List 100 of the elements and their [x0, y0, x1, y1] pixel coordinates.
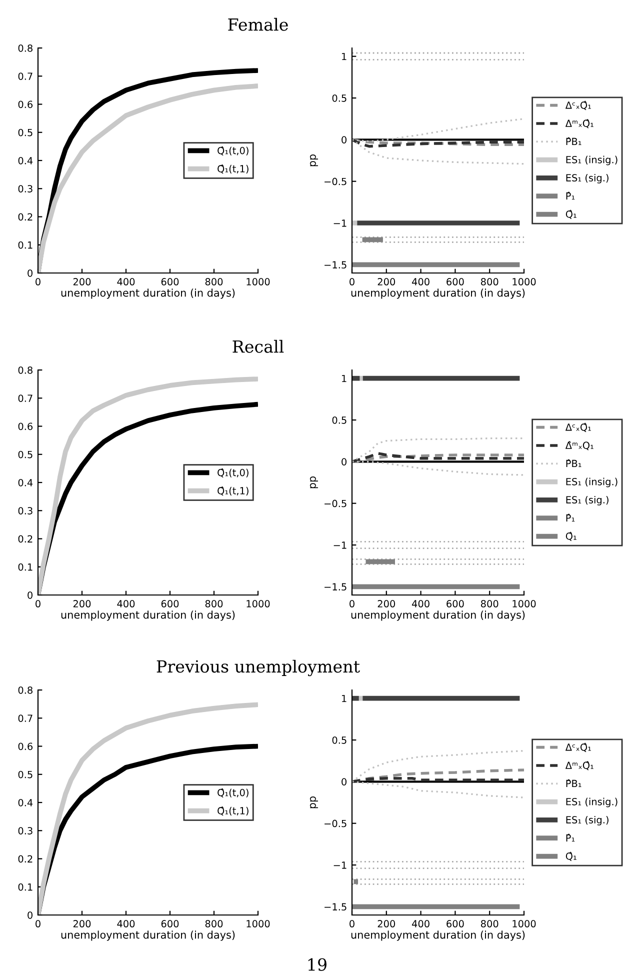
- chart-title: Female: [228, 18, 288, 31]
- legend-label: P̂₁: [566, 192, 575, 200]
- y-tick-label: −1.5: [324, 583, 346, 590]
- x-tick-label: 200: [73, 600, 91, 608]
- legend-label: Q̂₁(t,0): [218, 468, 248, 478]
- x-tick-label: 800: [205, 600, 223, 608]
- x-tick-label: 800: [480, 278, 498, 286]
- x-tick-label: 1000: [246, 600, 270, 608]
- x-tick-label: 1000: [246, 278, 270, 286]
- x-tick-label: 400: [117, 278, 135, 286]
- y-tick-label: 0.1: [18, 241, 32, 249]
- y-tick-label: 0.2: [18, 535, 32, 543]
- y-tick-label: 0.8: [18, 44, 32, 52]
- x-tick-label: 400: [117, 920, 135, 928]
- x-tick-label: 1000: [512, 278, 536, 286]
- x-tick-label: 1000: [512, 920, 536, 928]
- x-tick-label: 0: [36, 920, 40, 928]
- y-tick-label: 0.3: [18, 185, 32, 192]
- x-tick-label: 400: [412, 600, 430, 608]
- x-axis-title: unemployment duration (in days): [61, 288, 235, 299]
- y-tick-label: 0.6: [18, 422, 33, 430]
- x-tick-label: 800: [480, 920, 498, 928]
- y-tick-label: 1: [342, 694, 346, 702]
- x-tick-label: 600: [161, 920, 179, 928]
- y-tick-label: 0.5: [332, 416, 346, 424]
- y-tick-label: −1: [334, 862, 346, 869]
- y-tick-label: 0.5: [18, 450, 32, 458]
- legend-label: Q̂₁: [566, 532, 576, 541]
- legend-label: Q̂₁(t,0): [218, 146, 248, 156]
- legend-label: ES₁ (insig.): [566, 798, 618, 808]
- legend-label: ES₁ (sig.): [566, 816, 608, 826]
- y-tick-label: 0.5: [332, 94, 346, 102]
- legend-label: Q̂₁: [566, 210, 576, 219]
- y-tick-label: 0.6: [18, 742, 33, 750]
- legend-label: Q̂₁(t,1): [218, 164, 248, 174]
- x-tick-label: 200: [73, 278, 91, 286]
- legend-label: ES₁ (insig.): [566, 156, 618, 166]
- x-tick-label: 0: [350, 600, 354, 608]
- x-tick-label: 600: [161, 278, 179, 286]
- y-tick-label: −0.5: [324, 820, 346, 828]
- legend-label: ΔᶜₓQ̂₁: [565, 742, 591, 752]
- y-tick-label: 0.2: [18, 213, 32, 221]
- x-tick-label: 200: [378, 278, 396, 286]
- x-axis-title: unemployment duration (in days): [61, 930, 235, 941]
- x-axis-title: unemployment duration (in days): [351, 288, 525, 299]
- y-tick-label: 0.1: [18, 883, 32, 891]
- legend-label: Δ̂ᵐₓQ₁: [565, 441, 594, 450]
- y-tick-label: 1: [342, 52, 346, 60]
- y-tick-label: −1: [334, 542, 346, 549]
- y-tick-label: 0.5: [18, 770, 32, 778]
- y-tick-label: −1.5: [324, 903, 346, 910]
- legend-label: ES₁ (insig.): [566, 478, 618, 488]
- y-tick-label: 0.6: [18, 100, 33, 108]
- legend-label: ΔᵐₓQ̂₁: [565, 119, 594, 128]
- y-axis-title: pp: [310, 154, 318, 166]
- y-axis-title: pp: [310, 476, 318, 488]
- x-tick-label: 400: [412, 920, 430, 928]
- x-tick-label: 0: [350, 920, 354, 928]
- y-tick-label: 0.8: [18, 686, 32, 694]
- x-tick-label: 200: [378, 600, 396, 608]
- legend-label: P̂B₁: [566, 779, 582, 788]
- y-tick-label: 0: [342, 778, 346, 786]
- legend-label: ES₁ (sig.): [566, 174, 608, 184]
- y-tick-label: 0.8: [18, 366, 32, 374]
- text: 19: [308, 958, 326, 971]
- legend-label: ES₁ (sig.): [566, 496, 608, 506]
- y-tick-label: 0: [342, 458, 346, 466]
- x-axis-title: unemployment duration (in days): [351, 610, 525, 621]
- legend-label: P̂₁: [566, 514, 575, 522]
- y-tick-label: 0.4: [18, 478, 33, 486]
- legend-label: ΔᶜₓQ̂₁: [565, 422, 591, 432]
- x-axis-title: unemployment duration (in days): [351, 930, 525, 941]
- y-tick-label: 0.3: [18, 507, 32, 514]
- y-tick-label: −1: [334, 220, 346, 227]
- x-tick-label: 600: [161, 600, 179, 608]
- x-tick-label: 600: [446, 600, 464, 608]
- x-tick-label: 0: [36, 278, 40, 286]
- x-tick-label: 200: [378, 920, 396, 928]
- y-tick-label: 0: [28, 911, 32, 919]
- x-tick-label: 1000: [246, 920, 270, 928]
- y-tick-label: 0.5: [332, 736, 346, 744]
- y-tick-label: 0: [28, 269, 32, 277]
- x-tick-label: 0: [350, 278, 354, 286]
- y-tick-label: 0: [342, 136, 346, 144]
- legend-label: P̂₁: [566, 834, 575, 842]
- chart-title: Recall: [232, 340, 284, 353]
- y-tick-label: 0.7: [18, 72, 32, 80]
- x-tick-label: 600: [446, 920, 464, 928]
- legend-label: ΔᵐₓQ̂₁: [565, 761, 594, 770]
- legend-label: Q̂₁(t,1): [218, 486, 248, 496]
- chart-title: Previous unemployment: [156, 660, 360, 676]
- y-tick-label: −0.5: [324, 178, 346, 186]
- y-tick-label: 0: [28, 591, 32, 599]
- y-tick-label: 0.4: [18, 156, 33, 164]
- y-tick-label: 0.7: [18, 714, 32, 722]
- y-tick-label: 0.4: [18, 798, 33, 806]
- legend-label: ΔᶜₓQ̂₁: [565, 100, 591, 110]
- legend-label: Q̂₁(t,1): [218, 806, 248, 816]
- legend-label: Q̂₁: [566, 852, 576, 861]
- y-tick-label: 0.5: [18, 128, 32, 136]
